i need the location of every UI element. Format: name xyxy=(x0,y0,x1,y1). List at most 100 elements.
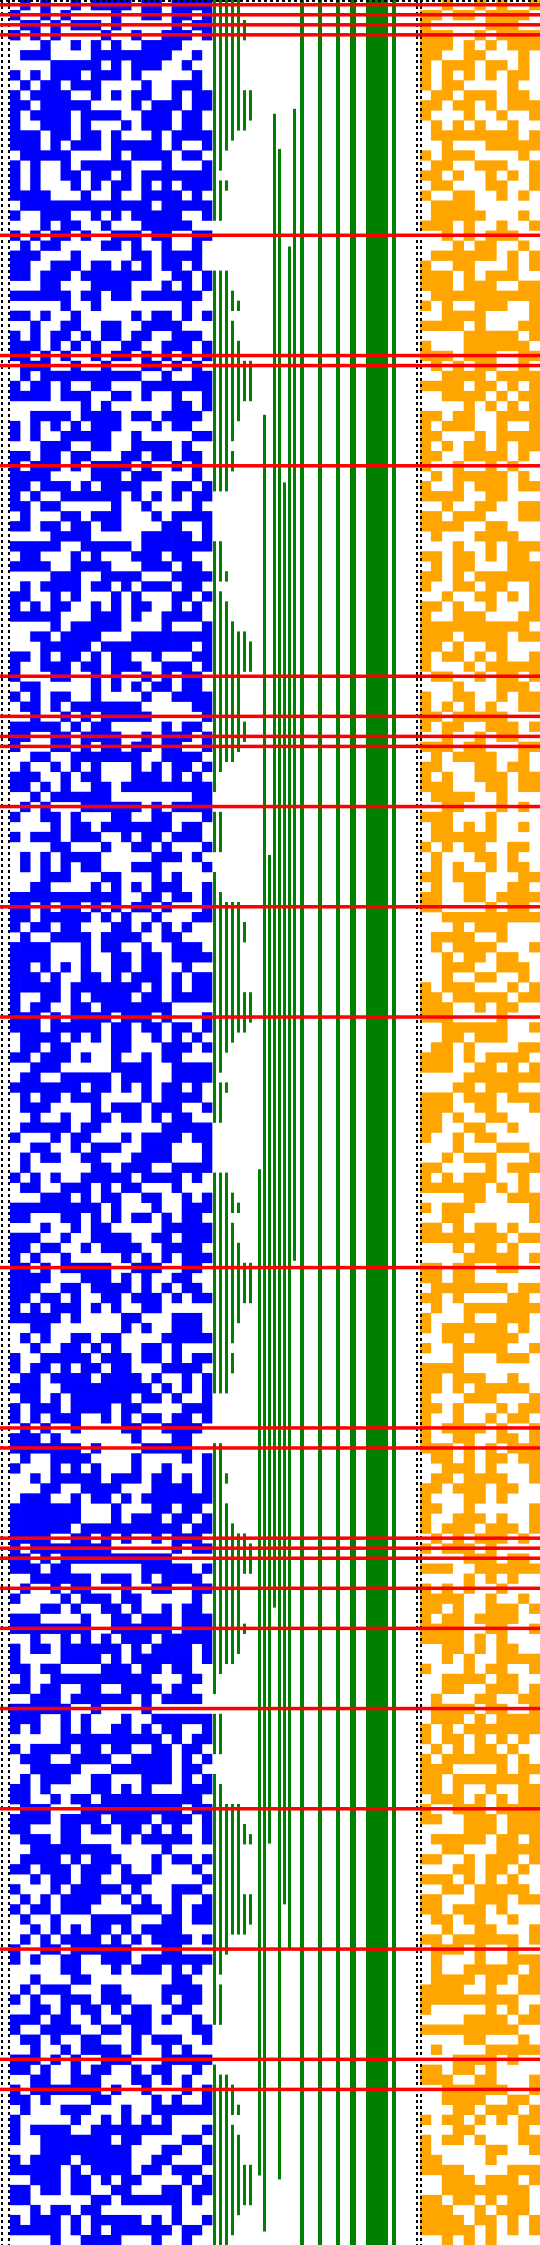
blue-cell xyxy=(171,2194,182,2206)
dotted-separator-dash xyxy=(1,840,3,843)
orange-cell xyxy=(474,2014,486,2025)
blue-cell xyxy=(30,420,41,432)
blue-cell xyxy=(181,400,193,412)
orange-cell xyxy=(474,1713,486,1725)
blue-cell xyxy=(40,1403,51,1414)
orange-cell xyxy=(529,1202,540,1214)
green-stair-segment xyxy=(213,1673,216,1685)
blue-cell xyxy=(111,1483,122,1494)
blue-cell xyxy=(181,1563,193,1574)
blue-cell xyxy=(40,721,51,732)
blue-cell xyxy=(10,1523,21,1534)
blue-cell xyxy=(121,2224,132,2236)
green-stair-segment xyxy=(225,1042,228,1053)
blue-cell xyxy=(50,1563,61,1574)
orange-cell xyxy=(441,2214,454,2226)
green-stair-segment xyxy=(213,370,216,382)
green-stair-segment xyxy=(219,370,222,382)
blue-cell xyxy=(141,1683,152,1695)
blue-cell xyxy=(181,992,193,1003)
orange-cell xyxy=(474,2204,486,2216)
blue-cell xyxy=(131,982,142,993)
blue-cell xyxy=(40,1292,51,1304)
blue-cell xyxy=(90,1112,102,1123)
orange-cell xyxy=(485,531,497,542)
blue-cell xyxy=(171,611,182,622)
dotted-separator-dash xyxy=(1,870,3,873)
blue-cell xyxy=(131,310,142,322)
blue-cell xyxy=(191,1573,203,1584)
green-stair-segment xyxy=(231,1353,234,1364)
blue-cell xyxy=(10,972,21,983)
blue-cell xyxy=(191,681,203,692)
orange-cell xyxy=(441,1202,454,1214)
blue-cell xyxy=(131,210,142,221)
orange-cell xyxy=(420,2134,432,2146)
orange-cell xyxy=(529,1042,540,1053)
orange-cell xyxy=(529,871,540,883)
blue-cell xyxy=(90,1884,102,1895)
blue-cell xyxy=(181,2044,193,2055)
blue-cell xyxy=(181,1763,193,1775)
dotted-separator-dash xyxy=(1,198,3,201)
orange-cell xyxy=(452,511,464,522)
blue-cell xyxy=(70,1924,81,1935)
orange-cell xyxy=(441,781,454,793)
orange-cell xyxy=(441,521,454,532)
orange-cell xyxy=(420,1904,432,1915)
orange-cell xyxy=(485,1172,497,1183)
green-bar xyxy=(278,149,281,2180)
orange-cell xyxy=(452,621,464,632)
blue-cell xyxy=(100,1483,112,1494)
orange-cell xyxy=(485,2104,497,2116)
blue-cell xyxy=(100,541,112,552)
green-stair-segment xyxy=(243,110,246,121)
orange-cell xyxy=(485,1322,497,1334)
blue-cell xyxy=(90,1212,102,1224)
dotted-separator-dash xyxy=(1,318,3,321)
green-stair-segment xyxy=(237,1022,240,1033)
blue-cell xyxy=(50,972,61,983)
green-stair-segment xyxy=(219,2174,222,2186)
blue-cell xyxy=(70,2184,81,2196)
blue-cell xyxy=(191,1904,203,1915)
orange-cell xyxy=(496,2104,508,2116)
blue-cell xyxy=(50,1603,61,1614)
blue-cell xyxy=(90,771,102,783)
orange-cell xyxy=(430,1503,443,1514)
orange-cell xyxy=(485,972,497,983)
orange-cell xyxy=(518,390,530,402)
orange-cell xyxy=(430,1854,443,1865)
orange-cell xyxy=(441,1924,454,1935)
blue-cell xyxy=(90,992,102,1003)
orange-cell xyxy=(463,1042,475,1053)
orange-cell xyxy=(529,942,540,953)
blue-cell xyxy=(30,1403,41,1414)
green-stair-segment xyxy=(219,40,222,51)
blue-cell xyxy=(171,2204,182,2216)
blue-cell xyxy=(40,2144,51,2156)
blue-cell xyxy=(191,2064,203,2075)
blue-cell xyxy=(100,1793,112,1805)
blue-cell xyxy=(141,1162,152,1173)
blue-cell xyxy=(50,1092,61,1103)
blue-cell xyxy=(151,1232,162,1244)
blue-cell xyxy=(191,120,203,131)
orange-cell xyxy=(474,1383,486,1394)
blue-cell xyxy=(181,1513,193,1524)
blue-cell xyxy=(60,1022,71,1033)
green-stair-segment xyxy=(219,110,222,121)
blue-cell xyxy=(50,140,61,151)
dotted-separator-dash xyxy=(1,564,3,567)
blue-cell xyxy=(201,1332,213,1344)
green-stair-segment xyxy=(225,641,228,652)
orange-cell xyxy=(463,150,475,161)
orange-cell xyxy=(463,2174,475,2186)
blue-cell xyxy=(111,1603,122,1614)
blue-cell xyxy=(80,1403,92,1414)
orange-cell xyxy=(441,621,454,632)
blue-cell xyxy=(171,1433,182,1444)
blue-cell xyxy=(50,1884,61,1895)
dotted-separator-dash xyxy=(1,972,3,975)
green-stair-segment xyxy=(213,451,216,462)
